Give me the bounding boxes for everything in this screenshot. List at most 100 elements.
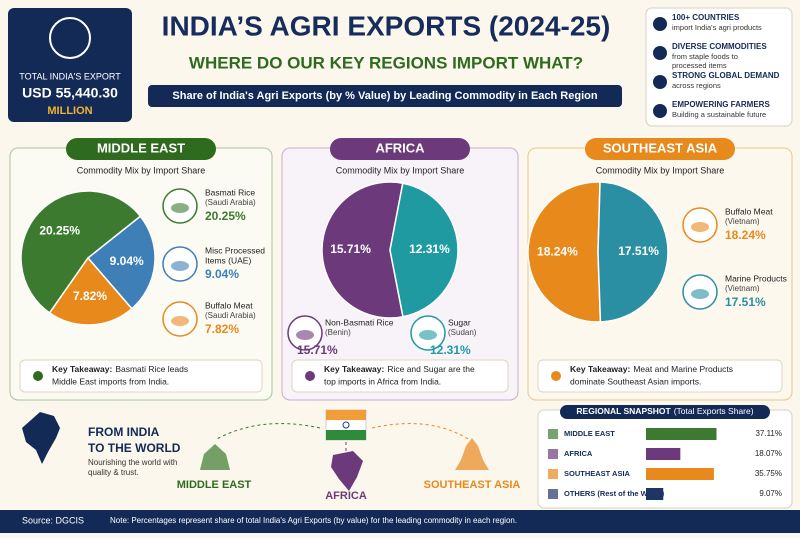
region-title: AFRICA	[375, 140, 425, 155]
pie-slice	[527, 181, 602, 323]
bar-value-label: 18.07%	[755, 449, 782, 458]
legend-name: Buffalo Meat	[205, 300, 253, 310]
bar-category: MIDDLE EAST	[564, 429, 615, 438]
legend-icon-inner	[171, 316, 189, 326]
flag-stripe	[326, 410, 366, 420]
main-title: INDIA’S AGRI EXPORTS (2024-25)	[162, 10, 611, 41]
takeaway-text: Middle East imports from India.	[52, 376, 169, 386]
region-title: MIDDLE EAST	[97, 140, 185, 155]
pie-title: Commodity Mix by Import Share	[336, 165, 465, 175]
takeaway-text: dominate Southeast Asian imports.	[570, 376, 701, 386]
pie-slice	[389, 182, 459, 318]
pie-slice	[597, 181, 669, 323]
world-section	[8, 404, 528, 508]
route-label: MIDDLE EAST	[177, 479, 252, 491]
feature-text: Building a sustainable future	[672, 110, 766, 119]
slice-label: 17.51%	[618, 244, 659, 258]
snapshot-icon	[548, 429, 558, 439]
snapshot-subtitle: (Total Exports Share)	[674, 406, 754, 416]
route-label: AFRICA	[325, 490, 367, 502]
takeaway-box	[19, 359, 263, 393]
legend-icon-inner	[691, 222, 709, 232]
region-header	[330, 138, 470, 160]
bar	[646, 428, 717, 440]
flag-stripe	[326, 430, 366, 440]
takeaway-pin	[33, 371, 43, 381]
pie-slice	[48, 256, 133, 326]
region-title: SOUTHEAST ASIA	[603, 140, 718, 155]
legend-icon-inner	[691, 289, 709, 299]
world-text: Nourishing the world with	[88, 458, 177, 467]
slice-label: 18.24%	[537, 244, 578, 258]
legend-value: 9.04%	[205, 267, 239, 281]
flag-wheel	[342, 421, 350, 429]
bar	[646, 468, 714, 480]
total-label: TOTAL INDIA'S EXPORT	[19, 71, 121, 81]
region-header	[585, 138, 735, 160]
takeaway-box	[291, 359, 509, 393]
feature-text: across regions	[672, 81, 721, 90]
slice-label: 15.71%	[330, 242, 371, 256]
snapshot-header	[560, 405, 770, 419]
feature-box	[645, 7, 793, 127]
takeaway-text: Key Takeaway: Meat and Marine Products	[570, 364, 733, 374]
snapshot-icon	[548, 449, 558, 459]
feature-text: import India's agri products	[672, 23, 762, 32]
bar-value-label: 37.11%	[755, 429, 782, 438]
main-subtitle: WHERE DO OUR KEY REGIONS IMPORT WHAT?	[189, 53, 583, 72]
feature-icon	[653, 46, 667, 60]
africa-map	[331, 451, 363, 491]
feature-title: 100+ COUNTRIES	[672, 13, 740, 22]
takeaway-pin	[551, 371, 561, 381]
world-text: quality & trust.	[88, 468, 139, 477]
legend-icon-inner	[171, 261, 189, 271]
legend-name: Sugar	[448, 317, 471, 327]
feature-text: processed items	[672, 61, 727, 70]
feature-icon	[653, 75, 667, 89]
legend-icon-inner	[171, 203, 189, 213]
bar	[646, 448, 681, 460]
bar-category: AFRICA	[564, 449, 593, 458]
takeaway-pin	[305, 371, 315, 381]
footer-source: Source: DGCIS	[22, 515, 84, 525]
globe-icon	[49, 17, 91, 59]
pie-slice	[20, 190, 142, 314]
feature-icon	[653, 17, 667, 31]
world-title: FROM INDIA	[88, 425, 160, 439]
banner-text: Share of India's Agri Exports (by % Valu…	[172, 90, 597, 102]
legend-name: Marine Products	[725, 273, 787, 283]
pie-slice	[321, 181, 404, 319]
route-label: SOUTHEAST ASIA	[424, 479, 521, 491]
snapshot-title-main: REGIONAL SNAPSHOT	[576, 406, 671, 416]
route-arrow	[214, 423, 321, 441]
legend-country: (Vietnam)	[725, 217, 760, 226]
feature-title: DIVERSE COMMODITIES	[672, 42, 767, 51]
total-box	[8, 8, 132, 122]
bar-value-label: 9.07%	[759, 489, 782, 498]
india-map	[22, 412, 60, 464]
footer	[0, 510, 800, 533]
takeaway-label: Key Takeaway:	[52, 364, 112, 374]
slice-label: 9.04%	[110, 254, 144, 268]
legend-country: (Saudi Arabia)	[205, 198, 256, 207]
bar-category: OTHERS (Rest of the World)	[564, 489, 665, 498]
bar-value-label: 35.75%	[755, 469, 782, 478]
world-title: TO THE WORLD	[88, 441, 181, 455]
takeaway-line: Meat and Marine Products	[633, 364, 733, 374]
bar	[646, 488, 664, 500]
slice-label: 20.25%	[39, 224, 80, 238]
route-arrow	[371, 423, 471, 441]
snapshot-icon	[548, 469, 558, 479]
pie-title: Commodity Mix by Import Share	[77, 165, 206, 175]
temple-icon	[455, 438, 489, 470]
legend-country: (Saudi Arabia)	[205, 311, 256, 320]
takeaway-text: top imports in Africa from India.	[324, 376, 441, 386]
banner	[148, 85, 622, 107]
legend-name: Items (UAE)	[205, 255, 251, 265]
feature-text: from staple foods to	[672, 52, 738, 61]
footer-note: Note: Percentages represent share of tot…	[110, 516, 517, 525]
takeaway-box	[537, 359, 783, 393]
legend-country: (Vietnam)	[725, 284, 760, 293]
slice-label: 7.82%	[73, 289, 107, 303]
